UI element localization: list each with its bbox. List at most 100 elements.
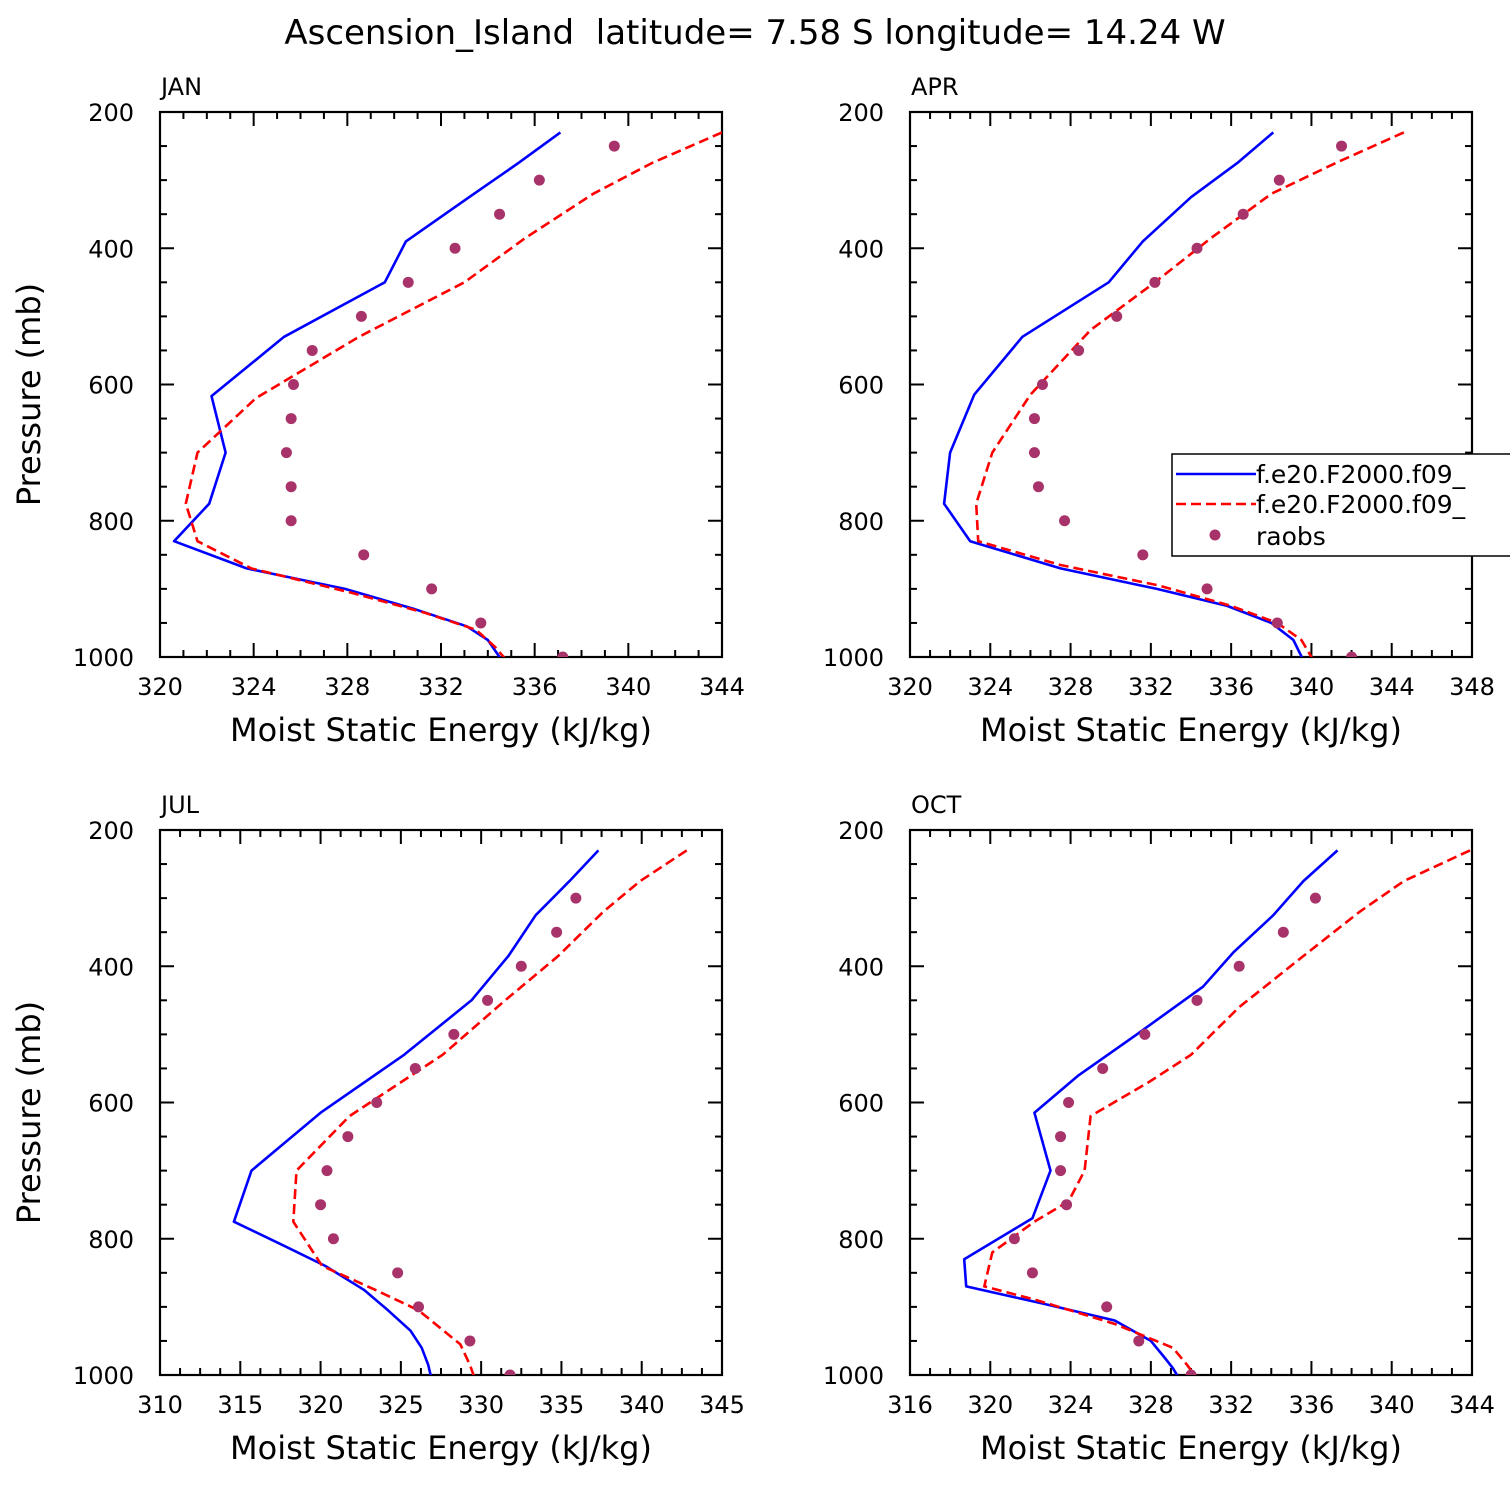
raobs-point <box>482 994 494 1006</box>
raobs-point <box>1036 379 1048 390</box>
series-line-dashed <box>291 849 688 1375</box>
x-tick-label: 320 <box>298 1391 344 1419</box>
raobs-point <box>285 481 297 493</box>
raobs-point <box>392 1267 404 1279</box>
plot-area <box>962 849 1471 1375</box>
y-tick-label: 400 <box>88 953 134 981</box>
x-tick-label: 345 <box>699 1391 745 1419</box>
y-axis-label: Pressure (mb) <box>10 283 48 506</box>
raobs-point <box>608 140 620 152</box>
x-tick-label: 316 <box>887 1391 933 1419</box>
x-tick-label: 310 <box>137 1391 183 1419</box>
y-tick-label: 200 <box>838 99 884 127</box>
plot-area <box>172 131 722 657</box>
series-line-dashed <box>974 131 1405 657</box>
series-raobs <box>1008 892 1321 1375</box>
plot-frame <box>908 110 1474 659</box>
y-tick-label: 800 <box>88 1226 134 1254</box>
figure-title: Ascension_Island latitude= 7.58 S longit… <box>284 13 1225 53</box>
x-tick-label: 344 <box>1369 673 1415 701</box>
raobs-point <box>1201 583 1213 595</box>
legend: f.e20.F2000.f09_f.e20.F2000.f09_raobs <box>1171 453 1510 557</box>
y-tick-label: 800 <box>88 508 134 536</box>
raobs-point <box>402 276 414 288</box>
raobs-point <box>355 310 367 322</box>
raobs-point <box>551 926 563 938</box>
raobs-point <box>1101 1301 1113 1313</box>
x-tick-label: 340 <box>605 673 651 701</box>
plot-frame <box>158 110 724 659</box>
y-tick-label: 400 <box>838 235 884 263</box>
raobs-point <box>1185 1369 1197 1375</box>
raobs-point <box>1063 1097 1075 1108</box>
raobs-point <box>287 379 299 390</box>
x-tick-label: 328 <box>324 673 370 701</box>
raobs-point <box>504 1369 516 1375</box>
series-line-solid <box>942 131 1304 657</box>
raobs-point <box>464 1335 476 1347</box>
y-tick-label: 1000 <box>73 1362 134 1390</box>
x-tick-label: 325 <box>378 1391 424 1419</box>
series-raobs <box>280 140 620 657</box>
x-axis-label: Moist Static Energy (kJ/kg) <box>980 711 1402 749</box>
panel-jul: 310 315 320 325 330 335 340 345 200 400 600 800 1000… <box>10 791 745 1467</box>
raobs-point <box>1055 1131 1067 1143</box>
panel-jan: 320 324 328 332 336 340 344 200 400 600 800 1000 JAN… <box>10 73 745 749</box>
raobs-point <box>448 1028 460 1040</box>
raobs-point <box>358 549 370 561</box>
x-tick-label: 332 <box>418 673 464 701</box>
raobs-point <box>1133 1335 1145 1347</box>
raobs-point <box>315 1199 327 1211</box>
series-line-dashed <box>184 131 722 657</box>
raobs-point <box>285 413 297 425</box>
panel-oct: 316 320 324 328 332 336 340 344 200 400 600 800 1000… <box>823 791 1495 1467</box>
y-tick-label: 200 <box>838 817 884 845</box>
raobs-point <box>475 617 487 629</box>
raobs-point <box>1028 447 1040 459</box>
raobs-point <box>409 1062 421 1074</box>
y-tick-label: 600 <box>838 1090 884 1118</box>
plot-area <box>942 131 1405 657</box>
x-tick-label: 336 <box>1289 1391 1335 1419</box>
raobs-point <box>515 960 527 972</box>
raobs-point <box>280 447 292 459</box>
x-tick-label: 332 <box>1128 673 1174 701</box>
y-tick-label: 600 <box>88 372 134 400</box>
y-tick-label: 200 <box>88 817 134 845</box>
legend-marker-raobs <box>1209 529 1221 541</box>
raobs-point <box>321 1165 333 1177</box>
x-tick-label: 328 <box>1048 673 1094 701</box>
tick-marks <box>159 111 723 658</box>
x-tick-label: 336 <box>1208 673 1254 701</box>
raobs-point <box>306 344 318 356</box>
raobs-point <box>570 892 582 904</box>
x-tick-label: 330 <box>458 1391 504 1419</box>
series-line-solid <box>232 849 600 1375</box>
legend-label: f.e20.F2000.f09_ <box>1256 490 1466 519</box>
panel-title: JAN <box>159 73 202 101</box>
y-tick-label: 600 <box>838 372 884 400</box>
x-axis-label: Moist Static Energy (kJ/kg) <box>230 711 652 749</box>
legend-label: f.e20.F2000.f09_ <box>1256 460 1466 489</box>
y-axis-label: Pressure (mb) <box>10 1001 48 1224</box>
raobs-point <box>1336 140 1348 152</box>
y-tick-label: 600 <box>88 1090 134 1118</box>
y-tick-label: 1000 <box>823 644 884 672</box>
series-line-solid <box>962 849 1339 1375</box>
raobs-point <box>1059 515 1071 527</box>
raobs-point <box>557 651 569 657</box>
x-tick-label: 344 <box>699 673 745 701</box>
x-tick-label: 344 <box>1449 1391 1495 1419</box>
raobs-point <box>1111 310 1123 322</box>
panel-apr: 320 324 328 332 336 340 344 348 200 400 600 800 1000… <box>823 73 1510 749</box>
raobs-point <box>1237 208 1249 220</box>
raobs-point <box>1028 413 1040 425</box>
raobs-point <box>426 583 438 595</box>
raobs-point <box>342 1131 354 1143</box>
y-tick-label: 800 <box>838 508 884 536</box>
y-tick-label: 400 <box>88 235 134 263</box>
raobs-point <box>1026 1267 1038 1279</box>
raobs-point <box>1008 1233 1020 1245</box>
panel-title: APR <box>911 73 959 101</box>
plot-area <box>232 849 688 1375</box>
